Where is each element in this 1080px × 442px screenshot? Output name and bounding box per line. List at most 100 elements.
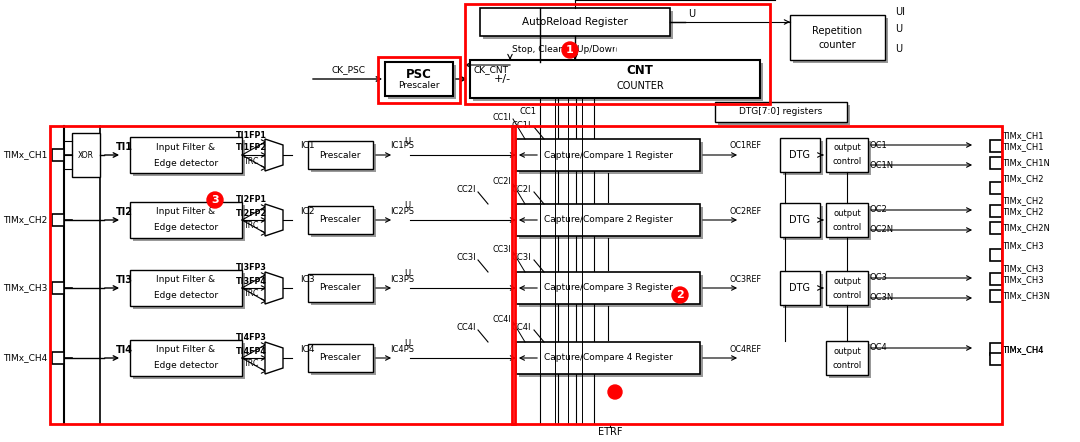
Text: TIMx_CH3: TIMx_CH3 [1002, 241, 1043, 251]
Text: control: control [833, 157, 862, 167]
Text: TI4FP3: TI4FP3 [235, 334, 267, 343]
Text: +/-: +/- [494, 74, 511, 84]
Text: ETRF: ETRF [597, 427, 622, 437]
Text: TI2FP2: TI2FP2 [235, 209, 267, 217]
Text: TIMx_CH3N: TIMx_CH3N [1002, 292, 1050, 301]
Text: output: output [833, 209, 861, 217]
Polygon shape [265, 272, 283, 304]
Bar [826, 341, 868, 375]
Text: TIMx_CH2: TIMx_CH2 [1002, 207, 1043, 217]
Text: CC2I: CC2I [492, 178, 511, 187]
Text: Capture/Compare 3 Register: Capture/Compare 3 Register [543, 283, 673, 293]
Bar [783, 206, 823, 240]
Text: Edge detector: Edge detector [154, 159, 218, 168]
Bar [715, 102, 847, 122]
Text: CC3I: CC3I [492, 245, 511, 255]
Text: U: U [895, 24, 902, 34]
Bar [718, 105, 850, 125]
Bar [308, 344, 373, 372]
Bar [990, 273, 1002, 285]
Text: TI3: TI3 [116, 275, 133, 285]
Text: 1: 1 [611, 45, 619, 55]
Text: TIMx_CH1N: TIMx_CH1N [1002, 159, 1050, 168]
Text: U: U [404, 339, 410, 348]
Text: CC4I: CC4I [457, 324, 476, 332]
Text: DTG: DTG [789, 283, 810, 293]
Text: TRC: TRC [243, 290, 259, 298]
Text: OC1: OC1 [870, 141, 888, 149]
Bar [516, 139, 700, 171]
Text: Input Filter &: Input Filter & [157, 207, 216, 217]
Text: TRC: TRC [243, 156, 259, 165]
Text: output: output [833, 347, 861, 355]
Bar [789, 15, 885, 60]
Bar [311, 347, 376, 375]
Text: U: U [895, 44, 902, 54]
Text: UI: UI [895, 7, 905, 17]
Bar [133, 273, 245, 309]
Bar [990, 353, 1002, 365]
Bar [50, 126, 515, 424]
Text: OC4: OC4 [870, 343, 888, 353]
Bar [130, 270, 242, 306]
Text: CC2I: CC2I [512, 186, 531, 194]
Text: U: U [404, 270, 410, 278]
Text: OC2N: OC2N [870, 225, 894, 235]
Bar [130, 137, 242, 173]
Bar [388, 65, 456, 99]
Text: Prescaler: Prescaler [320, 216, 361, 225]
Bar [512, 126, 1002, 424]
Text: counter: counter [819, 40, 855, 50]
Bar [308, 206, 373, 234]
Bar [133, 343, 245, 379]
Circle shape [207, 192, 222, 208]
Text: TIMx_CH3: TIMx_CH3 [1002, 264, 1043, 274]
Circle shape [562, 42, 578, 58]
Text: XOR: XOR [78, 150, 94, 160]
Text: DTG: DTG [789, 215, 810, 225]
Text: TI3FP3: TI3FP3 [235, 263, 267, 273]
Text: IC3PS: IC3PS [390, 274, 414, 283]
Text: Edge detector: Edge detector [154, 292, 218, 301]
Bar [783, 274, 823, 308]
Bar [516, 272, 700, 304]
Text: OC3REF: OC3REF [730, 274, 762, 283]
Bar [52, 352, 64, 364]
Text: 1: 1 [566, 45, 573, 55]
Text: Capture/Compare 4 Register: Capture/Compare 4 Register [543, 354, 673, 362]
Bar [72, 133, 100, 177]
Bar [133, 205, 245, 241]
Polygon shape [265, 139, 283, 171]
Text: U: U [404, 137, 410, 145]
Text: Input Filter &: Input Filter & [157, 275, 216, 285]
Text: TIMx_CH4: TIMx_CH4 [3, 354, 48, 362]
Bar [311, 144, 376, 172]
Text: 2: 2 [676, 290, 684, 300]
Bar [990, 222, 1002, 234]
Circle shape [608, 385, 622, 399]
Text: CC3I: CC3I [457, 254, 476, 263]
Text: OC1REF: OC1REF [730, 141, 762, 150]
Text: TI1: TI1 [116, 142, 133, 152]
Text: TI1FP2: TI1FP2 [235, 144, 267, 152]
Text: CK_CNT: CK_CNT [473, 65, 509, 75]
Text: TIMx_CH1: TIMx_CH1 [3, 150, 48, 160]
Bar [829, 141, 870, 175]
Text: COUNTER: COUNTER [616, 81, 664, 91]
Text: Prescaler: Prescaler [399, 81, 440, 91]
Text: Prescaler: Prescaler [320, 354, 361, 362]
Bar [826, 138, 868, 172]
Bar [308, 141, 373, 169]
Text: OC3: OC3 [870, 274, 888, 282]
Text: Edge detector: Edge detector [154, 224, 218, 232]
Text: TI4: TI4 [116, 345, 133, 355]
Text: CC1I: CC1I [512, 121, 531, 130]
Text: TI4FP4: TI4FP4 [235, 347, 267, 355]
Bar [130, 340, 242, 376]
Text: IC3: IC3 [300, 274, 314, 283]
Text: CC3I: CC3I [511, 254, 531, 263]
Polygon shape [265, 342, 283, 374]
Text: Prescaler: Prescaler [320, 283, 361, 293]
Bar [829, 274, 870, 308]
Text: DTG[7:0] registers: DTG[7:0] registers [740, 107, 823, 117]
